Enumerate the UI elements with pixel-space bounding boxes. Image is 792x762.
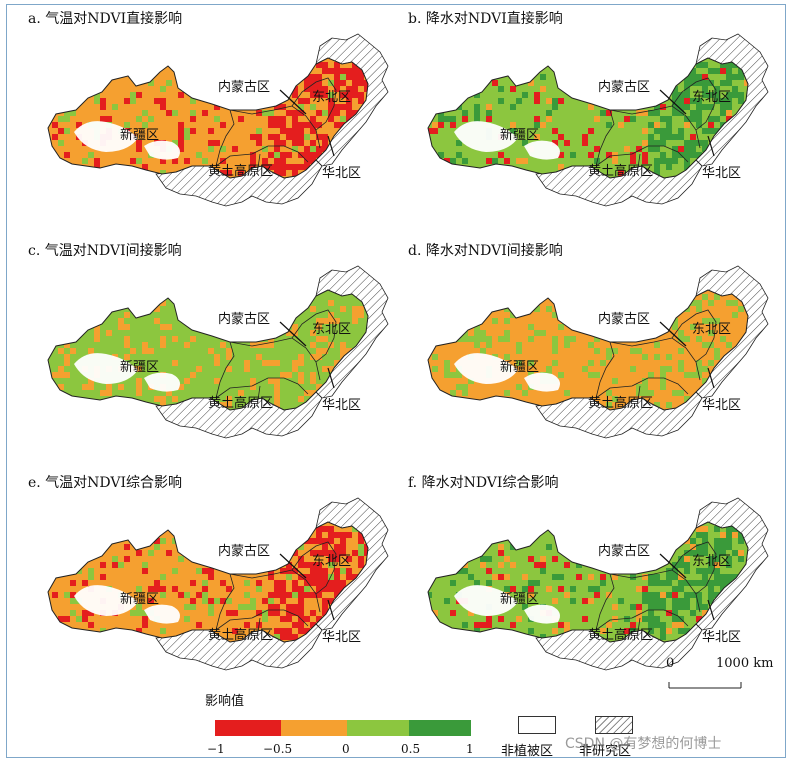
map-panel-b: b. 降水对NDVI直接影响内蒙古区东北区新疆区黄土高原区 华北区 bbox=[396, 6, 771, 234]
legend-swatch-green bbox=[409, 720, 471, 736]
region-label-north-china: 华北区 bbox=[702, 630, 742, 645]
legend-tick: −1 bbox=[207, 742, 225, 756]
map-panel-f: f. 降水对NDVI综合影响内蒙古区东北区新疆区黄土高原区 华北区 bbox=[396, 470, 771, 698]
panel-title: e. 气温对NDVI综合影响 bbox=[28, 475, 183, 491]
region-label-loess-plateau: 黄土高原区 bbox=[208, 628, 274, 643]
map-panel-d: d. 降水对NDVI间接影响内蒙古区东北区新疆区黄土高原区 华北区 bbox=[396, 238, 771, 466]
legend: 影响值 −1 −0.5 0 0.5 1 非植被区 非研究区 bbox=[205, 690, 792, 759]
region-label-northeast: 东北区 bbox=[312, 322, 352, 337]
region-label-inner-mongolia: 内蒙古区 bbox=[218, 544, 271, 559]
region-label-inner-mongolia: 内蒙古区 bbox=[598, 312, 651, 327]
region-label-north-china: 华北区 bbox=[322, 630, 362, 645]
region-label-loess-plateau: 黄土高原区 bbox=[588, 164, 654, 179]
map-svg bbox=[427, 33, 769, 207]
region-label-northeast: 东北区 bbox=[692, 322, 732, 337]
non-vegetated-area bbox=[74, 585, 138, 616]
non-vegetated-area bbox=[454, 353, 518, 384]
region-label-inner-mongolia: 内蒙古区 bbox=[218, 80, 271, 95]
non-vegetated-area bbox=[454, 585, 518, 616]
legend-swatch-lightgreen bbox=[347, 720, 409, 736]
legend-tick: 0.5 bbox=[401, 742, 421, 756]
non-vegetated-area bbox=[144, 140, 180, 160]
legend-tick: 1 bbox=[466, 742, 474, 756]
non-vegetated-area bbox=[144, 604, 180, 624]
region-label-xinjiang: 新疆区 bbox=[500, 128, 540, 143]
non-vegetated-area bbox=[454, 121, 518, 152]
panel-title: d. 降水对NDVI间接影响 bbox=[408, 243, 563, 259]
region-label-north-china: 华北区 bbox=[702, 166, 742, 181]
region-label-north-china: 华北区 bbox=[322, 166, 362, 181]
study-area-boundary bbox=[427, 521, 749, 643]
region-label-loess-plateau: 黄土高原区 bbox=[588, 396, 654, 411]
legend-swatch-orange bbox=[281, 720, 347, 736]
region-label-north-china: 华北区 bbox=[702, 398, 742, 413]
region-label-loess-plateau: 黄土高原区 bbox=[588, 628, 654, 643]
legend-title: 影响值 bbox=[205, 694, 245, 709]
region-label-northeast: 东北区 bbox=[692, 554, 732, 569]
region-label-xinjiang: 新疆区 bbox=[500, 360, 540, 375]
region-label-northeast: 东北区 bbox=[312, 90, 352, 105]
non-vegetated-area bbox=[144, 372, 180, 392]
non-study-label: 非研究区 bbox=[579, 744, 632, 759]
region-label-xinjiang: 新疆区 bbox=[120, 592, 160, 607]
region-label-loess-plateau: 黄土高原区 bbox=[208, 396, 274, 411]
panel-title: a. 气温对NDVI直接影响 bbox=[28, 11, 183, 27]
map-panel-c: c. 气温对NDVI间接影响内蒙古区东北区新疆区黄土高原区 华北区 bbox=[16, 238, 391, 466]
map-svg bbox=[47, 497, 389, 671]
study-area-boundary bbox=[427, 57, 749, 179]
non-vegetated-area bbox=[524, 140, 560, 160]
region-label-xinjiang: 新疆区 bbox=[120, 360, 160, 375]
study-area-boundary bbox=[47, 57, 369, 179]
scale-start: 0 bbox=[666, 656, 675, 671]
map-panel-a: a. 气温对NDVI直接影响内蒙古区东北区新疆区黄土高原区 华北区 bbox=[16, 6, 391, 234]
region-label-north-china: 华北区 bbox=[322, 398, 362, 413]
non-vegetated-area bbox=[524, 604, 560, 624]
panel-title: b. 降水对NDVI直接影响 bbox=[408, 11, 563, 27]
map-svg bbox=[47, 33, 389, 207]
map-svg bbox=[427, 265, 769, 439]
panel-title: f. 降水对NDVI综合影响 bbox=[408, 475, 559, 491]
non-study-swatch bbox=[595, 716, 633, 734]
non-vegetated-swatch bbox=[518, 716, 556, 734]
legend-tick: 0 bbox=[342, 742, 350, 756]
region-label-xinjiang: 新疆区 bbox=[500, 592, 540, 607]
region-label-inner-mongolia: 内蒙古区 bbox=[598, 80, 651, 95]
figure-frame bbox=[6, 4, 786, 758]
non-vegetated-area bbox=[524, 372, 560, 392]
region-label-xinjiang: 新疆区 bbox=[120, 128, 160, 143]
map-panel-e: e. 气温对NDVI综合影响内蒙古区东北区新疆区黄土高原区 华北区 bbox=[16, 470, 391, 698]
region-label-loess-plateau: 黄土高原区 bbox=[208, 164, 274, 179]
study-area-boundary bbox=[47, 521, 369, 643]
scale-end: 1000 km bbox=[716, 656, 774, 671]
region-label-inner-mongolia: 内蒙古区 bbox=[598, 544, 651, 559]
scale-bar: 0 1000 km bbox=[664, 656, 784, 696]
legend-swatch-red bbox=[215, 720, 281, 736]
watermark: CSDN @有梦想的何博士 bbox=[565, 736, 722, 752]
non-vegetated-area bbox=[74, 121, 138, 152]
map-svg bbox=[427, 497, 769, 671]
panel-title: c. 气温对NDVI间接影响 bbox=[28, 243, 182, 259]
map-svg bbox=[47, 265, 389, 439]
non-vegetated-label: 非植被区 bbox=[501, 744, 554, 759]
region-label-northeast: 东北区 bbox=[312, 554, 352, 569]
region-label-inner-mongolia: 内蒙古区 bbox=[218, 312, 271, 327]
non-vegetated-area bbox=[74, 353, 138, 384]
region-label-northeast: 东北区 bbox=[692, 90, 732, 105]
study-area-boundary bbox=[427, 289, 749, 411]
legend-tick: −0.5 bbox=[263, 742, 293, 756]
study-area-boundary bbox=[47, 289, 369, 411]
